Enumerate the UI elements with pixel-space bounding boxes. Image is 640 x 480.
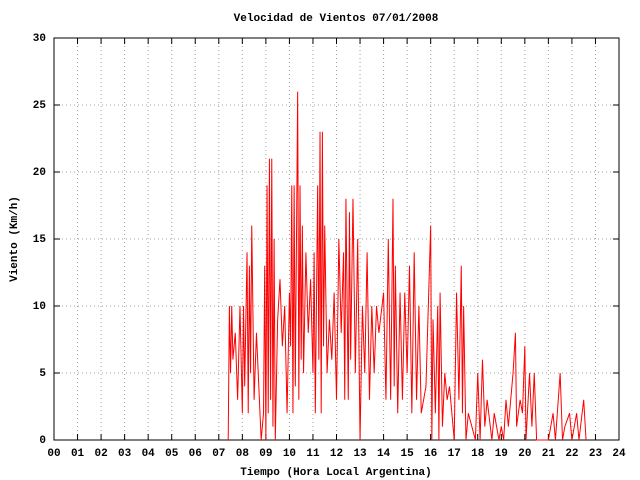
x-tick-label: 20 bbox=[518, 448, 531, 460]
y-tick-label: 10 bbox=[33, 301, 46, 313]
x-tick-label: 05 bbox=[165, 448, 179, 460]
x-tick-label: 24 bbox=[612, 448, 626, 460]
x-tick-label: 23 bbox=[589, 448, 603, 460]
y-tick-label: 15 bbox=[33, 234, 47, 246]
x-tick-label: 17 bbox=[448, 448, 461, 460]
y-tick-label: 5 bbox=[39, 368, 46, 380]
x-tick-label: 14 bbox=[377, 448, 391, 460]
x-tick-label: 18 bbox=[471, 448, 485, 460]
x-tick-label: 12 bbox=[330, 448, 343, 460]
y-tick-label: 30 bbox=[33, 33, 46, 45]
x-tick-label: 21 bbox=[542, 448, 556, 460]
x-tick-label: 16 bbox=[424, 448, 437, 460]
data-line bbox=[227, 91, 587, 441]
x-tick-label: 09 bbox=[259, 448, 272, 460]
x-tick-label: 00 bbox=[47, 448, 60, 460]
chart-title: Velocidad de Vientos 07/01/2008 bbox=[234, 13, 439, 25]
y-tick-label: 25 bbox=[33, 100, 47, 112]
x-tick-label: 19 bbox=[495, 448, 508, 460]
x-tick-label: 11 bbox=[306, 448, 320, 460]
x-tick-label: 15 bbox=[401, 448, 415, 460]
x-tick-label: 08 bbox=[236, 448, 250, 460]
x-tick-label: 04 bbox=[142, 448, 156, 460]
y-axis-label: Viento (Km/h) bbox=[9, 196, 21, 282]
x-tick-label: 02 bbox=[94, 448, 107, 460]
x-tick-label: 10 bbox=[283, 448, 296, 460]
x-tick-label: 06 bbox=[189, 448, 202, 460]
y-tick-label: 20 bbox=[33, 167, 46, 179]
x-axis-label: Tiempo (Hora Local Argentina) bbox=[240, 467, 431, 479]
x-tick-label: 13 bbox=[353, 448, 367, 460]
x-tick-label: 22 bbox=[565, 448, 578, 460]
x-tick-label: 01 bbox=[71, 448, 85, 460]
y-tick-label: 0 bbox=[39, 435, 46, 447]
x-tick-label: 07 bbox=[212, 448, 225, 460]
x-tick-label: 03 bbox=[118, 448, 132, 460]
